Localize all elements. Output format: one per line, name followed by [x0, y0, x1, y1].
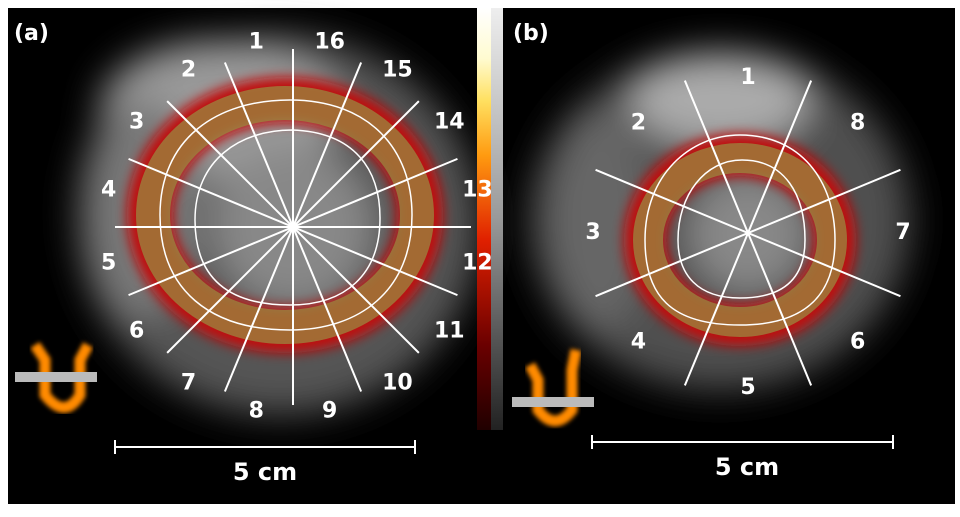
segment-label: 4 [631, 330, 646, 355]
segment-label: 6 [850, 330, 865, 355]
segment-label: 6 [129, 318, 144, 343]
segment-label: 3 [585, 220, 600, 245]
segment-label: 4 [101, 177, 116, 202]
segment-label: 8 [850, 110, 865, 135]
segment-label: 3 [129, 110, 144, 135]
segment-label: 7 [181, 370, 196, 395]
segment-label: 7 [895, 220, 910, 245]
figure: 5 cm 5 cm (a) (b) 1234567891011121314151… [0, 0, 960, 512]
segment-label: 1 [249, 30, 264, 55]
colorbar-gray [491, 8, 503, 430]
segment-label: 14 [434, 110, 465, 135]
colorbar [477, 8, 491, 430]
segment-label: 10 [382, 370, 413, 395]
segment-label: 8 [249, 398, 264, 423]
segment-label: 1 [740, 65, 755, 90]
segment-label: 2 [631, 110, 646, 135]
segment-label: 5 [740, 375, 755, 400]
segment-label: 12 [462, 251, 493, 276]
panel-label: (a) [14, 21, 49, 46]
segment-label: 5 [101, 251, 116, 276]
segment-label: 2 [181, 58, 196, 83]
segment-label: 11 [434, 318, 465, 343]
segment-label: 16 [314, 30, 345, 55]
segment-label: 15 [382, 58, 413, 83]
panel-label: (b) [513, 21, 549, 46]
segment-label: 13 [462, 177, 493, 202]
scale-label: 5 cm [715, 453, 779, 481]
scale-label: 5 cm [233, 458, 297, 486]
segment-label: 9 [322, 398, 337, 423]
